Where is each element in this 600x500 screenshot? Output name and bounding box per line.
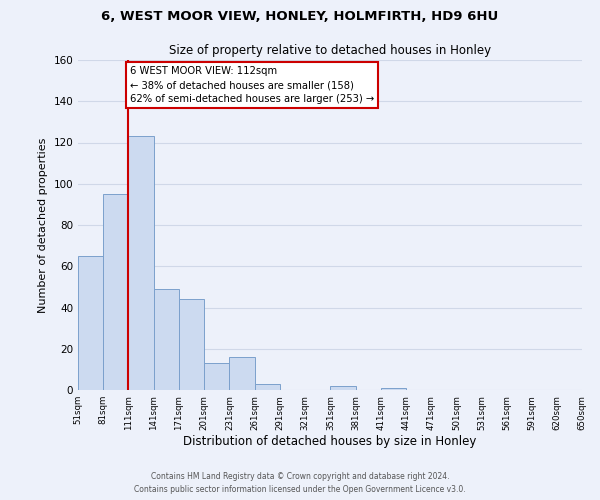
- Bar: [103, 194, 128, 390]
- Y-axis label: Number of detached properties: Number of detached properties: [38, 138, 48, 312]
- Text: Contains HM Land Registry data © Crown copyright and database right 2024.
Contai: Contains HM Land Registry data © Crown c…: [134, 472, 466, 494]
- Bar: [179, 299, 204, 390]
- Bar: [78, 256, 103, 390]
- Bar: [254, 384, 280, 390]
- Bar: [204, 363, 229, 390]
- Bar: [154, 289, 179, 390]
- Bar: [331, 386, 356, 390]
- Bar: [381, 388, 406, 390]
- Text: 6, WEST MOOR VIEW, HONLEY, HOLMFIRTH, HD9 6HU: 6, WEST MOOR VIEW, HONLEY, HOLMFIRTH, HD…: [101, 10, 499, 23]
- X-axis label: Distribution of detached houses by size in Honley: Distribution of detached houses by size …: [184, 436, 476, 448]
- Bar: [128, 136, 154, 390]
- Title: Size of property relative to detached houses in Honley: Size of property relative to detached ho…: [169, 44, 491, 58]
- Bar: [229, 357, 254, 390]
- Text: 6 WEST MOOR VIEW: 112sqm
← 38% of detached houses are smaller (158)
62% of semi-: 6 WEST MOOR VIEW: 112sqm ← 38% of detach…: [130, 66, 374, 104]
